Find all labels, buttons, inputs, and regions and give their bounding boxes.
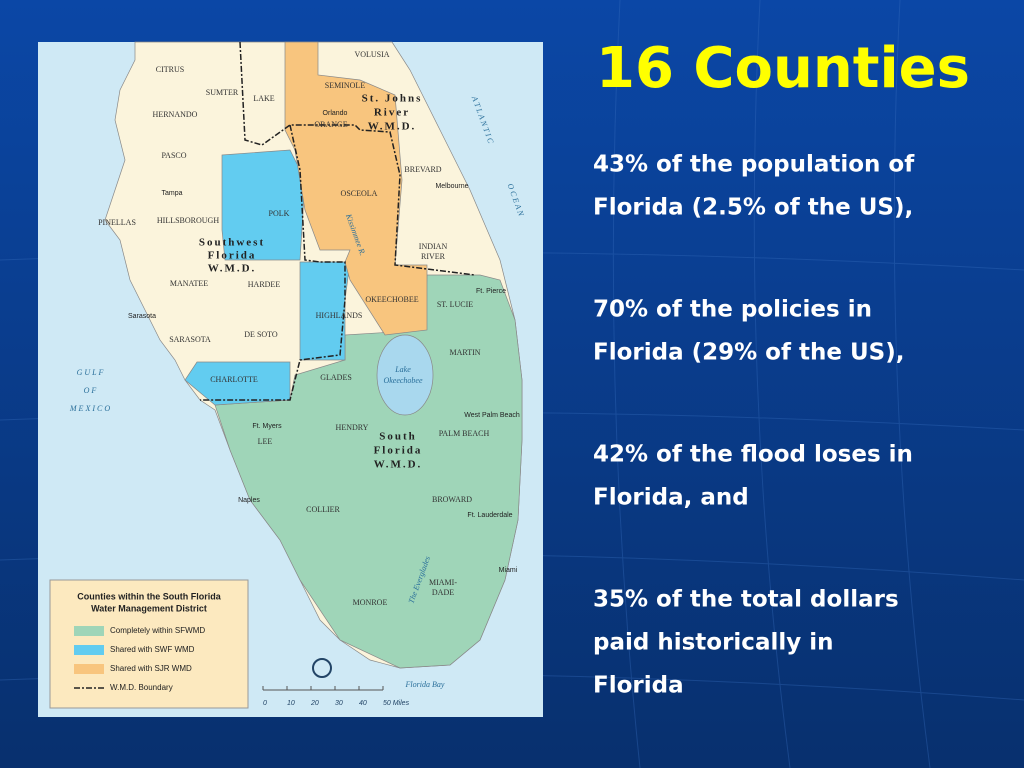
map-label: CHARLOTTE: [210, 375, 258, 384]
map-label: MONROE: [353, 598, 388, 607]
map-label: GLADES: [320, 373, 352, 382]
map-label: COLLIER: [306, 505, 340, 514]
map-label: PALM BEACH: [439, 429, 490, 438]
map-label: Orlando: [323, 110, 348, 117]
map-label: MIAMI-: [429, 578, 457, 587]
map-label: Naples: [238, 497, 260, 504]
map-label: HENDRY: [336, 423, 369, 432]
region-swf: [184, 361, 291, 406]
bullet-line: Florida: [593, 673, 684, 699]
map-label: LAKE: [253, 94, 274, 103]
region-swf: [221, 149, 306, 261]
wmd-boundary: [200, 41, 476, 401]
bullet-line: Florida (2.5% of the US),: [593, 195, 913, 221]
map-label: Okeechobee: [383, 376, 423, 385]
legend-title: Counties within the South Florida: [77, 591, 221, 601]
legend-title: Water Management District: [91, 603, 207, 613]
legend-item: Completely within SFWMD: [110, 626, 205, 635]
bullet-line: 43% of the population of: [593, 152, 915, 178]
map-label: W.M.D.: [368, 121, 417, 133]
bullet-line: 35% of the total dollars: [593, 587, 899, 613]
legend-item: Shared with SJR WMD: [110, 664, 192, 673]
map-label: OSCEOLA: [341, 189, 378, 198]
map-label: Southwest: [199, 237, 265, 249]
map-label: W.M.D.: [374, 459, 423, 471]
map-label: HERNANDO: [153, 110, 198, 119]
map-label: Florida: [374, 445, 423, 457]
map-label: SUMTER: [206, 88, 239, 97]
scale-label: 40: [359, 700, 367, 707]
map-label: POLK: [269, 209, 290, 218]
map-label: ORANGE: [314, 120, 347, 129]
map-label: DE SOTO: [244, 330, 278, 339]
map-label: Florida: [208, 250, 257, 262]
map-label: VOLUSIA: [354, 50, 389, 59]
legend-swatch: [74, 645, 104, 655]
bullet-line: Florida, and: [593, 485, 749, 511]
map-label: Melbourne: [435, 183, 468, 190]
scale-label: 30: [335, 700, 343, 707]
scale-bar: [262, 686, 384, 691]
bullet-line: paid historically in: [593, 630, 834, 656]
map-label: BROWARD: [432, 495, 472, 504]
map-label: HARDEE: [248, 280, 281, 289]
map-label: W.M.D.: [208, 263, 257, 275]
map-label: RIVER: [421, 252, 446, 261]
map-label: SEMINOLE: [325, 81, 366, 90]
map-label: MARTIN: [449, 348, 480, 357]
map-label: LEE: [258, 437, 273, 446]
bullet-line: 70% of the policies in: [593, 297, 872, 323]
scale-label: 10: [287, 700, 295, 707]
lake-okeechobee: [376, 334, 434, 416]
map-label: South: [379, 431, 417, 443]
map-label: Ft. Pierce: [476, 288, 506, 295]
map-label: M E X I C O: [69, 404, 110, 413]
bullet-line: 42% of the flood loses in: [593, 442, 913, 468]
map-label: CITRUS: [156, 65, 184, 74]
slide-title: 16 Counties: [596, 36, 970, 101]
map-label: HIGHLANDS: [316, 311, 363, 320]
legend-box: [49, 579, 249, 709]
bullet-line: Florida (29% of the US),: [593, 340, 904, 366]
map-label: INDIAN: [419, 242, 448, 251]
legend-swatch: [74, 664, 104, 674]
map-label: St. Johns: [362, 93, 423, 105]
map-label: River: [374, 107, 410, 119]
north-arrow: [312, 658, 332, 678]
map-label: SARASOTA: [169, 335, 211, 344]
map-label: PASCO: [161, 151, 186, 160]
map-label: DADE: [432, 588, 454, 597]
map-label: PINELLAS: [98, 218, 136, 227]
map-label: MANATEE: [170, 279, 208, 288]
scale-label: 0: [263, 700, 267, 707]
map-label: O F: [84, 386, 97, 395]
map-label: Florida Bay: [405, 680, 445, 689]
map-label: ST. LUCIE: [437, 300, 473, 309]
map-label: Ft. Lauderdale: [467, 512, 512, 519]
map-label: Sarasota: [128, 313, 156, 320]
map-label: Miami: [499, 567, 518, 574]
legend-item: Shared with SWF WMD: [110, 645, 195, 654]
map-label: Ft. Myers: [252, 423, 282, 430]
map-label: Tampa: [161, 190, 182, 197]
map-label: BREVARD: [404, 165, 441, 174]
region-sjr: [284, 41, 428, 336]
map: VOLUSIA CITRUS SEMINOLE SUMTER LAKE Orlando St…: [38, 41, 543, 717]
map-label: Lake: [394, 365, 411, 374]
scale-label: 50 Miles: [383, 700, 410, 707]
legend-swatch: [74, 626, 104, 636]
map-label: West Palm Beach: [464, 412, 520, 419]
map-label: HILLSBOROUGH: [157, 216, 219, 225]
map-label: OKEECHOBEE: [365, 295, 418, 304]
legend-item: W.M.D. Boundary: [110, 683, 173, 692]
map-label: G U L F: [77, 368, 104, 377]
scale-label: 20: [310, 700, 319, 707]
